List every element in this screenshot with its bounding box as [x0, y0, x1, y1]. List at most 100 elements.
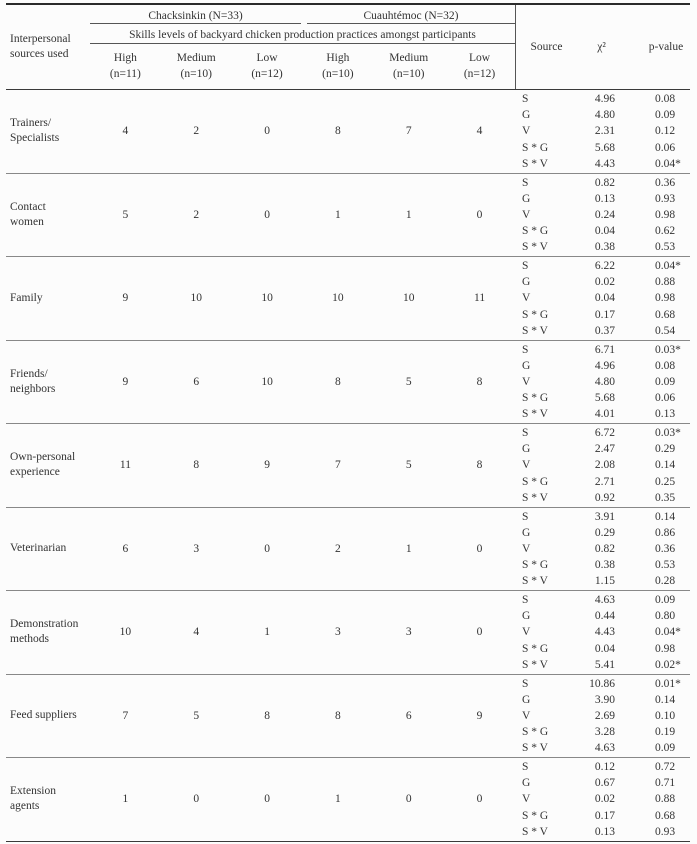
source-line: S * G: [521, 559, 549, 572]
source-line: V: [521, 208, 531, 221]
chi-square-line: 6.22: [594, 260, 615, 272]
p-value-cell: 0.04* 0.88 0.98 0.68 0.54: [615, 257, 690, 340]
p-value-cell: 0.72 0.71 0.88 0.68 0.93: [615, 758, 690, 841]
p-value-line: 0.10: [654, 709, 676, 722]
count-cell: 9: [122, 375, 129, 388]
p-value-line: 0.06: [654, 141, 676, 154]
p-value-line: 0.01*: [654, 677, 681, 690]
p-value-line: 0.68: [654, 308, 676, 321]
chi-square-line: 10.86: [589, 677, 615, 690]
p-value-line: 0.08: [654, 359, 676, 372]
p-value-line: 0.14: [654, 693, 676, 706]
p-value-line: 0.08: [654, 93, 676, 105]
source-line: V: [521, 709, 531, 722]
row-label-line: women: [10, 215, 44, 228]
p-value-line: 0.25: [654, 475, 676, 488]
chi-square-line: 1.15: [594, 575, 615, 588]
chi-square-cell: 3.91 0.29 0.82 0.38 1.15: [578, 508, 615, 591]
source-line: S * V: [521, 825, 548, 838]
count-cell: 7: [335, 459, 341, 472]
row-label-line: Trainers/: [10, 117, 52, 130]
p-value-line: 0.68: [654, 809, 676, 822]
statistics-table: Interpersonal sources used Chacksinkin (…: [6, 3, 690, 842]
row-label-line: agents: [10, 800, 40, 813]
p-value-line: 0.29: [654, 443, 676, 456]
chi-square-line: 0.04: [594, 642, 615, 655]
count-cell: 6: [405, 709, 412, 722]
count-cell: 0: [476, 793, 483, 806]
chi-square-cell: 6.72 2.47 2.08 2.71 0.92: [578, 424, 615, 507]
source-line: S * G: [521, 475, 549, 488]
chi-square-line: 0.04: [594, 225, 615, 238]
level-label: Low: [468, 52, 491, 64]
p-value-cell: 0.14 0.86 0.36 0.53 0.28: [615, 508, 690, 591]
column-span-skills-levels: Skills levels of backyard chicken produc…: [90, 29, 515, 44]
chi-square-line: 5.68: [594, 392, 615, 405]
source-line: S * G: [521, 308, 549, 321]
chi-square-line: 2.31: [594, 125, 615, 138]
row-label-line: Specialists: [10, 132, 60, 145]
source-line: S * G: [521, 726, 549, 739]
source-line: G: [521, 443, 531, 456]
row-label-line: Own-personal: [10, 451, 76, 464]
source-line: V: [521, 542, 531, 555]
row-label: Family: [6, 257, 90, 340]
level-label: High: [113, 52, 137, 64]
count-cell: 3: [335, 626, 341, 639]
p-value-line: 0.04*: [654, 157, 681, 170]
count-cell: 1: [335, 793, 341, 806]
p-value-line: 0.13: [654, 408, 676, 421]
count-cell: 6: [193, 375, 200, 388]
p-value-line: 0.12: [654, 125, 676, 138]
p-value-line: 0.80: [654, 610, 676, 623]
p-value-line: 0.36: [654, 542, 676, 555]
p-value-line: 0.04*: [654, 260, 681, 272]
chi-square-line: 4.43: [594, 157, 615, 170]
source-line: G: [521, 359, 531, 372]
count-cell: 3: [193, 542, 200, 555]
chi-square-line: 4.96: [594, 93, 615, 105]
p-value-line: 0.93: [654, 192, 676, 205]
count-cell: 8: [193, 459, 200, 472]
level-label: Medium: [389, 52, 429, 64]
chi-square-line: 6.72: [594, 427, 615, 439]
count-cell: 5: [405, 459, 412, 472]
count-cell: 10: [332, 292, 344, 305]
level-header: High (n=10): [302, 50, 373, 82]
source-line: V: [521, 375, 531, 388]
source-line: S * V: [521, 324, 548, 337]
p-value-line: 0.53: [654, 241, 676, 254]
source-line: S * G: [521, 809, 549, 822]
chi-square-line: 3.91: [594, 510, 615, 523]
p-value-cell: 0.01* 0.14 0.10 0.19 0.09: [615, 675, 690, 758]
column-group-cuauhtemoc: Cuauhtémoc (N=32): [307, 10, 515, 24]
count-cell: 8: [264, 709, 270, 722]
source-line: S * V: [521, 157, 548, 170]
level-n: (n=10): [322, 68, 354, 80]
chi-square-line: 2.69: [594, 709, 615, 722]
row-label: Veterinarian: [6, 508, 90, 591]
chi-square-cell: 4.96 4.80 2.31 5.68 4.43: [578, 90, 615, 173]
header-divider-line: [515, 5, 516, 89]
column-header-p-value: p-value: [648, 41, 684, 53]
count-cell: 2: [193, 125, 200, 138]
p-value-line: 0.35: [654, 491, 676, 504]
source-line: G: [521, 526, 531, 539]
count-cell: 0: [476, 208, 483, 221]
count-cell: 8: [335, 125, 341, 138]
count-cell: 4: [122, 125, 129, 138]
column-header-interpersonal-sources: Interpersonal sources used: [10, 33, 71, 60]
count-cell: 0: [264, 208, 270, 221]
source-line: S * V: [521, 408, 548, 421]
source-line: S * V: [521, 575, 548, 588]
count-cell: 9: [264, 459, 270, 472]
p-value-line: 0.04*: [654, 626, 681, 639]
source-line: S: [521, 761, 529, 773]
chi-square-line: 4.96: [594, 359, 615, 372]
count-cell: 10: [190, 292, 202, 305]
